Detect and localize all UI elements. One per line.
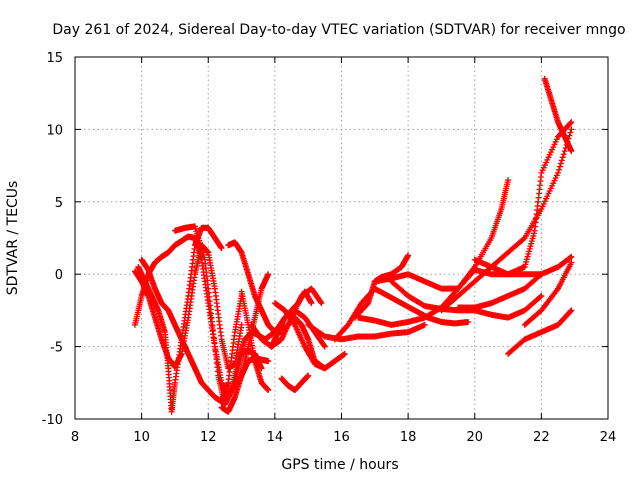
data-point <box>265 387 272 394</box>
x-tick-label: 14 <box>267 430 284 445</box>
data-point <box>568 307 575 314</box>
data-point <box>321 342 328 349</box>
data-point <box>556 163 563 170</box>
data-point <box>555 166 562 173</box>
y-axis-title: SDTVAR / TECUs <box>5 181 21 296</box>
data-point <box>568 253 575 260</box>
x-tick-label: 10 <box>133 430 150 445</box>
data-point <box>218 245 225 252</box>
axis-ticks: 8 10 12 14 16 18 20 22 24 -10 -5 0 5 10 15 <box>42 51 617 445</box>
series-track-23 <box>521 259 575 328</box>
data-point <box>567 120 574 127</box>
data-point <box>421 321 428 328</box>
data-point <box>505 177 512 184</box>
data-point <box>308 300 315 307</box>
data-point <box>567 129 574 136</box>
series-track-12 <box>278 372 312 394</box>
data-point <box>520 236 527 243</box>
data-point <box>568 126 575 133</box>
x-tick-label: 18 <box>400 430 417 445</box>
series-track-10 <box>268 288 315 350</box>
data-point <box>537 293 544 300</box>
series-track-22 <box>505 307 575 357</box>
chart-title: Day 261 of 2024, Sidereal Day-to-day VTE… <box>52 22 625 38</box>
series-track-24 <box>541 75 575 155</box>
data-point <box>558 157 565 164</box>
data-point <box>265 358 272 365</box>
x-tick-label: 8 <box>71 430 79 445</box>
data-point <box>567 254 574 261</box>
data-point <box>568 259 575 266</box>
data-point <box>538 292 545 299</box>
x-tick-label: 22 <box>533 430 550 445</box>
series-track-14 <box>305 321 428 343</box>
data-point <box>557 160 564 167</box>
x-tick-label: 24 <box>600 430 617 445</box>
data-point <box>321 343 328 350</box>
series-track-11 <box>271 300 348 372</box>
data-point <box>555 169 562 176</box>
y-tick-label: -10 <box>42 413 63 428</box>
data-point <box>265 271 272 278</box>
data-point <box>566 132 573 139</box>
x-tick-label: 20 <box>466 430 483 445</box>
data-point <box>341 350 348 357</box>
data-point <box>465 318 472 325</box>
data-point <box>568 119 575 126</box>
data-point <box>318 300 325 307</box>
series-track-16 <box>351 252 412 321</box>
data-point <box>305 372 312 379</box>
data-point <box>538 271 545 278</box>
y-tick-label: 5 <box>55 196 63 211</box>
series-track-13 <box>238 288 272 394</box>
data-point <box>405 252 412 259</box>
data-point <box>559 154 566 161</box>
y-tick-label: 15 <box>46 51 63 66</box>
y-tick-label: 0 <box>55 268 63 283</box>
data-points <box>131 75 575 415</box>
series-track-3 <box>135 224 225 415</box>
y-tick-label: 10 <box>46 123 63 138</box>
series-track-4 <box>138 256 245 405</box>
series-track-17 <box>388 278 545 321</box>
data-point <box>238 321 245 328</box>
grid <box>75 57 608 419</box>
data-point <box>568 148 575 155</box>
y-tick-label: -5 <box>50 341 63 356</box>
data-point <box>560 151 567 158</box>
series-track-25 <box>371 266 545 292</box>
data-point <box>561 148 568 155</box>
data-point <box>317 299 324 306</box>
series-track-18 <box>355 177 512 328</box>
x-tick-label: 16 <box>333 430 350 445</box>
data-point <box>567 308 574 315</box>
series-track-20 <box>471 119 575 278</box>
x-axis-title: GPS time / hours <box>281 457 398 473</box>
x-tick-label: 12 <box>200 430 217 445</box>
